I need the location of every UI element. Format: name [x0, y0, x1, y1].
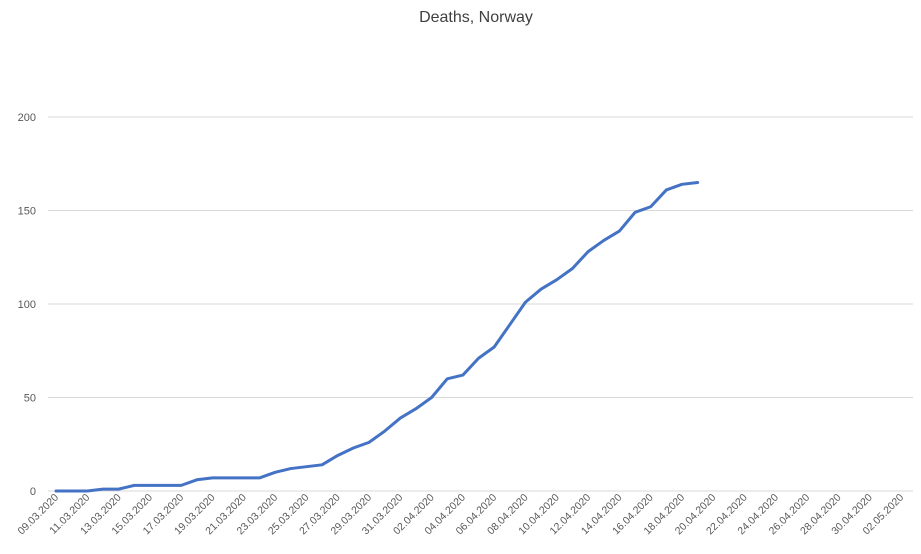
series-layer: [54, 180, 700, 493]
y-axis-ticks: 0 50 100 150 200: [18, 112, 36, 498]
y-tick-label: 50: [24, 393, 36, 405]
x-axis-ticks: 09.03.202011.03.202013.03.202015.03.2020…: [15, 492, 906, 538]
gridlines: [48, 116, 913, 492]
y-tick-label: 0: [30, 486, 36, 498]
chart-title: Deaths, Norway: [419, 9, 533, 26]
y-tick-label: 100: [18, 299, 36, 311]
y-tick-label: 150: [18, 206, 36, 218]
y-tick-label: 200: [18, 112, 36, 124]
series-line: [54, 180, 700, 493]
